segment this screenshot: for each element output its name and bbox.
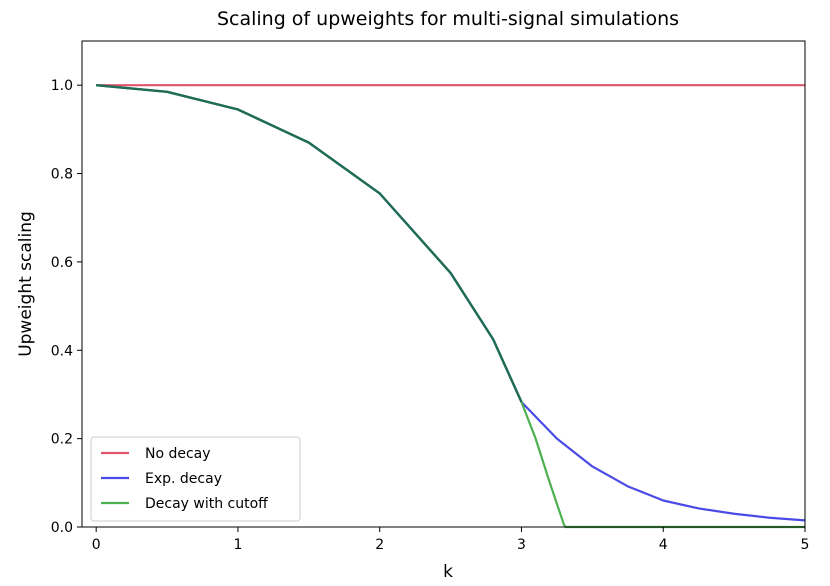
- x-axis-label: k: [443, 562, 453, 582]
- y-axis-label: Upweight scaling: [16, 211, 36, 357]
- legend-box: [90, 436, 301, 522]
- y-tick-label: 0.8: [51, 167, 73, 183]
- y-tick-label: 0.6: [51, 255, 73, 271]
- legend-label: Decay with cutoff: [145, 496, 268, 512]
- x-tick-label: 1: [233, 537, 242, 553]
- overlap-line: [96, 83, 523, 403]
- legend-label: No decay: [145, 446, 211, 462]
- y-tick-label: 1.0: [51, 78, 73, 94]
- legend: No decay Exp. decay Decay with cutoff: [90, 436, 301, 522]
- x-axis: 0 1 2 3 4 5: [92, 527, 810, 553]
- plot-frame: [81, 40, 806, 528]
- y-tick-label: 0.0: [51, 520, 73, 536]
- plot-area: 0 1 2 3 4 5 0.0 0.2 0.4 0.6 0.8 1.0: [51, 40, 810, 553]
- y-tick-label: 0.2: [51, 432, 73, 448]
- x-tick-label: 3: [517, 537, 526, 553]
- y-tick-label: 0.4: [51, 343, 73, 359]
- x-tick-label: 5: [801, 537, 810, 553]
- legend-items: No decay Exp. decay Decay with cutoff: [101, 446, 268, 512]
- chart-title: Scaling of upweights for multi-signal si…: [217, 8, 679, 30]
- legend-label: Exp. decay: [145, 471, 222, 487]
- x-tick-label: 0: [92, 537, 101, 553]
- x-tick-label: 4: [659, 537, 668, 553]
- series-layer: [96, 83, 806, 529]
- x-tick-label: 2: [375, 537, 384, 553]
- y-axis: 0.0 0.2 0.4 0.6 0.8 1.0: [51, 78, 82, 536]
